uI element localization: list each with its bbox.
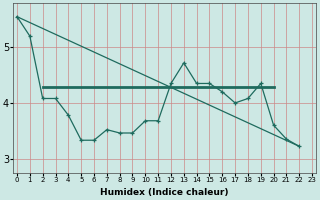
X-axis label: Humidex (Indice chaleur): Humidex (Indice chaleur) (100, 188, 229, 197)
